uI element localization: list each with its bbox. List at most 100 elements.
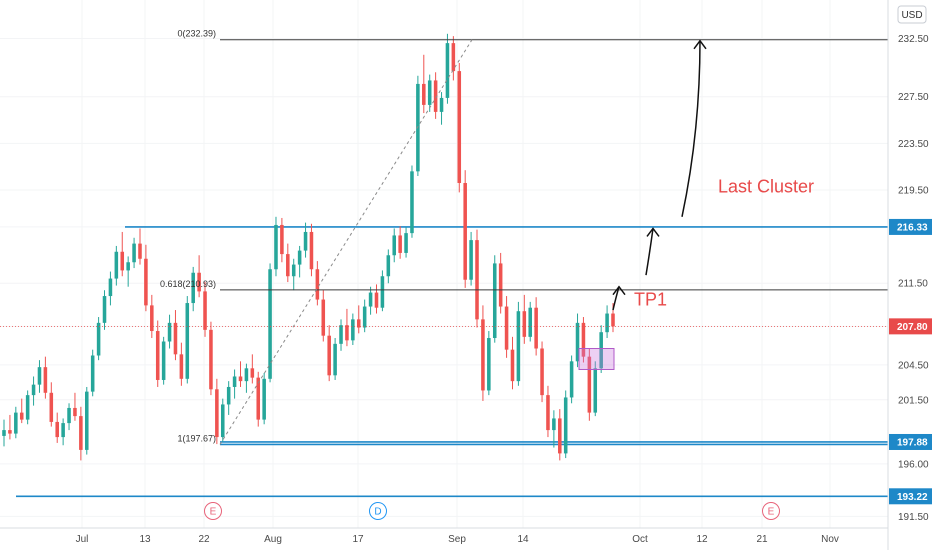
candle xyxy=(345,308,349,347)
candle xyxy=(534,297,538,356)
fib-trend-line[interactable] xyxy=(219,39,473,445)
candle xyxy=(297,245,302,278)
candle xyxy=(321,290,326,342)
currency-button[interactable]: USD xyxy=(897,5,927,24)
tp1-label[interactable]: TP1 xyxy=(634,289,667,309)
candle xyxy=(410,165,414,238)
candle xyxy=(422,54,426,114)
event-marker[interactable]: D xyxy=(369,502,387,520)
price-tick: 191.50 xyxy=(898,512,929,523)
grid-lines xyxy=(0,0,888,528)
candle xyxy=(49,382,54,427)
candle xyxy=(339,319,343,351)
candle xyxy=(37,360,42,393)
candle xyxy=(463,170,467,288)
candle xyxy=(380,270,385,312)
candle xyxy=(203,282,207,337)
candle xyxy=(14,406,18,439)
candle xyxy=(132,237,136,269)
candle xyxy=(368,286,373,315)
candle xyxy=(522,294,527,344)
last-cluster-label[interactable]: Last Cluster xyxy=(718,176,814,196)
time-tick: 22 xyxy=(198,534,210,545)
drawings[interactable]: 0(232.39) 0.618(210.93) 1(197.67) xyxy=(160,29,888,445)
time-tick: Nov xyxy=(821,534,839,545)
price-label-badge[interactable]: 216.33 xyxy=(889,218,932,235)
candle xyxy=(268,263,272,383)
candle xyxy=(510,336,515,390)
svg-text:207.80: 207.80 xyxy=(897,322,928,333)
candle xyxy=(25,390,30,425)
candle xyxy=(309,223,314,277)
candle xyxy=(492,255,497,343)
time-tick: Oct xyxy=(632,534,648,545)
candle xyxy=(185,296,190,384)
candle xyxy=(362,299,367,333)
candle xyxy=(90,349,95,397)
arrow-to-232[interactable] xyxy=(681,39,707,217)
candle xyxy=(504,296,509,358)
candle xyxy=(291,258,296,291)
time-axis[interactable]: Jul 13 22 Aug 17 Sep 14 Oct 12 21 Nov xyxy=(76,534,839,545)
candle xyxy=(144,244,148,312)
candle xyxy=(226,381,231,415)
candle xyxy=(315,261,320,306)
candle xyxy=(155,320,160,387)
candle xyxy=(73,392,77,421)
candle xyxy=(374,284,379,314)
arrow-to-tp1[interactable] xyxy=(612,285,626,311)
price-tick: 201.50 xyxy=(898,395,929,406)
price-label-badge[interactable]: 197.88 xyxy=(889,433,932,450)
candle xyxy=(244,363,249,393)
candle xyxy=(286,243,290,283)
arrow-to-216[interactable] xyxy=(645,227,660,276)
time-tick: 21 xyxy=(756,534,768,545)
candle xyxy=(481,305,485,401)
time-tick: 14 xyxy=(517,534,529,545)
candle xyxy=(138,228,142,265)
candle xyxy=(31,376,36,406)
event-marker[interactable]: E xyxy=(204,502,222,520)
candlestick-series xyxy=(2,33,615,461)
candle xyxy=(209,321,213,396)
price-tick: 227.50 xyxy=(898,92,929,103)
candle xyxy=(327,325,331,382)
candle xyxy=(351,313,355,346)
event-marker[interactable]: E xyxy=(762,502,780,520)
time-tick: Aug xyxy=(264,534,282,545)
candle xyxy=(232,369,237,399)
time-tick: 12 xyxy=(696,534,708,545)
cluster-box[interactable] xyxy=(578,348,615,370)
candle xyxy=(581,317,586,363)
candle xyxy=(150,294,154,339)
candle xyxy=(85,386,89,455)
candle xyxy=(19,398,24,424)
svg-text:193.22: 193.22 xyxy=(897,492,928,503)
candle xyxy=(120,231,125,277)
candle xyxy=(96,317,101,361)
candle xyxy=(386,249,391,284)
candle xyxy=(563,390,568,459)
svg-text:197.88: 197.88 xyxy=(897,437,928,448)
candle xyxy=(161,336,166,385)
candle xyxy=(451,36,456,81)
candle xyxy=(457,62,462,193)
candle xyxy=(528,301,532,342)
time-tick: 13 xyxy=(139,534,151,545)
fib-level-label: 1(197.67) xyxy=(177,433,216,443)
fib-level-label: 0.618(210.93) xyxy=(160,279,216,289)
price-label-badge[interactable]: 207.80 xyxy=(889,318,932,335)
time-tick: Sep xyxy=(448,534,466,545)
price-label-badge[interactable]: 193.22 xyxy=(889,488,932,505)
svg-text:E: E xyxy=(768,507,775,518)
candle xyxy=(114,245,119,286)
candle xyxy=(179,342,184,386)
candle xyxy=(303,222,308,258)
candle xyxy=(333,338,337,380)
candle xyxy=(197,255,201,298)
price-tick: 196.00 xyxy=(898,459,929,470)
price-axis[interactable]: 191.50 196.00 201.50 204.50 211.50 219.50 223.… xyxy=(889,34,932,523)
candle xyxy=(256,371,261,427)
